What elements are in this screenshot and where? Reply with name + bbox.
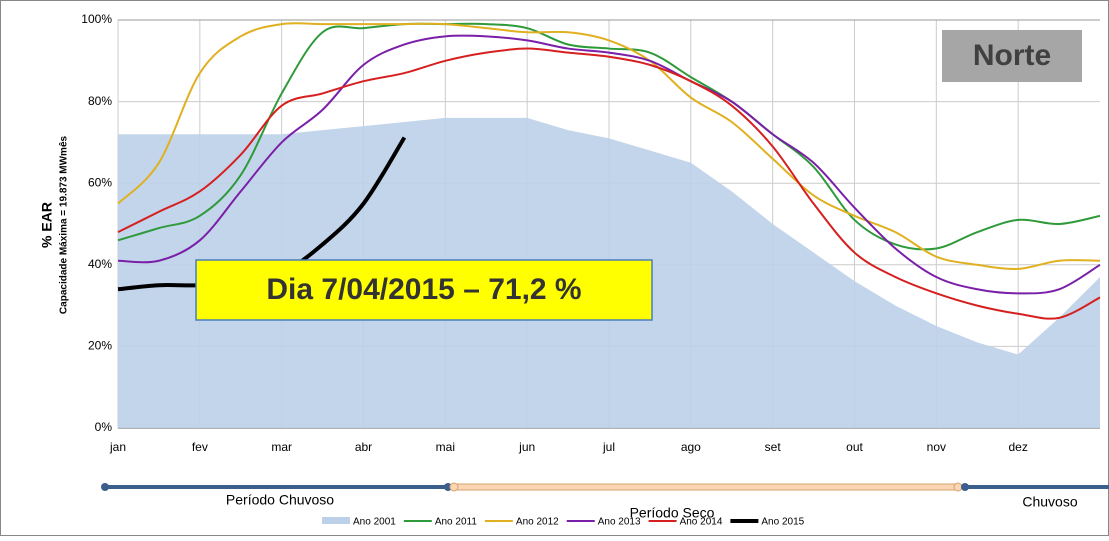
period-label: Período Seco — [630, 505, 715, 521]
legend-label: Ano 2015 — [761, 517, 804, 528]
line — [117, 22, 1101, 270]
x-tick-label: ago — [681, 440, 701, 454]
annotation: Dia 7/04/2015 – 71,2 % — [266, 273, 581, 306]
period-label: Período Chuvoso — [226, 492, 334, 508]
annotation-box — [195, 259, 653, 321]
line — [117, 22, 1101, 251]
period-dot — [449, 482, 459, 492]
x-tick-label: dez — [1008, 440, 1027, 454]
y-sublabel: Capacidade Máxima = 19.873 MWmês — [59, 135, 70, 314]
x-tick-label: out — [846, 440, 863, 454]
legend-label: Ano 2001 — [353, 517, 396, 528]
x-tick-label: fev — [192, 440, 208, 454]
period-dot — [101, 483, 109, 491]
y-tick-label: 40% — [88, 257, 112, 271]
legend-label: Ano 2013 — [598, 517, 641, 528]
period-dot — [953, 482, 963, 492]
legend-label: Ano 2012 — [516, 517, 559, 528]
y-tick-label: 20% — [88, 339, 112, 353]
x-tick-label: mar — [271, 440, 292, 454]
x-tick-label: abr — [355, 440, 372, 454]
x-tick-label: mai — [436, 440, 455, 454]
period-dot — [961, 483, 969, 491]
y-tick-label: 60% — [88, 175, 112, 189]
line — [117, 34, 1101, 295]
x-tick-label: nov — [927, 440, 946, 454]
x-tick-label: jul — [602, 440, 615, 454]
badge: Norte — [973, 39, 1051, 72]
x-tick-label: jun — [518, 440, 535, 454]
x-tick-label: set — [765, 440, 782, 454]
legend-label: Ano 2011 — [435, 517, 478, 528]
period-bar — [451, 483, 961, 491]
x-tick-label: jan — [109, 440, 126, 454]
y-tick-label: 0% — [95, 420, 113, 434]
y-tick-label: 80% — [88, 94, 112, 108]
line — [117, 47, 1101, 320]
legend-swatch — [322, 517, 350, 524]
y-tick-label: 100% — [81, 12, 112, 26]
y-label: % EAR — [39, 202, 55, 248]
legend-label: Ano 2014 — [680, 517, 723, 528]
badge-box — [942, 30, 1082, 82]
period-label: Chuvoso — [1022, 494, 1077, 510]
